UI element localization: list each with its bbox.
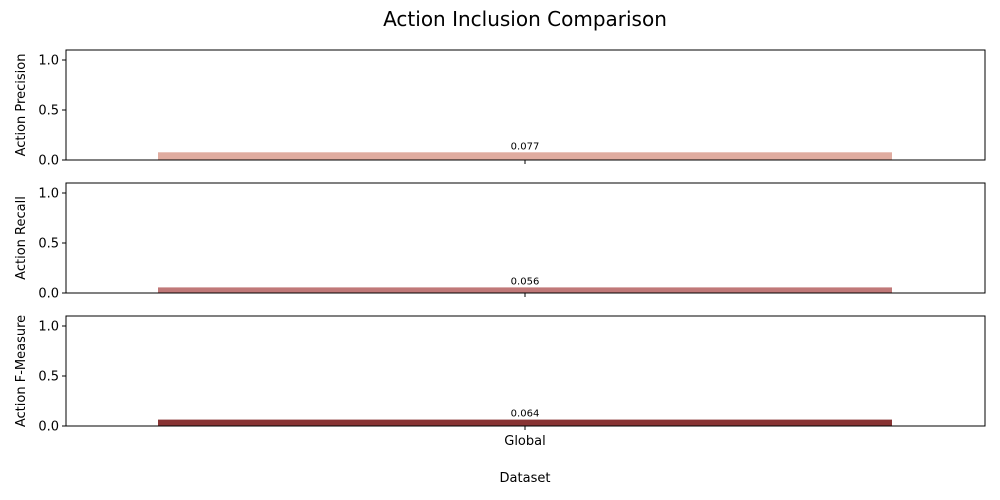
y-tick-label: 0.5 (38, 237, 59, 252)
data-label: 0.056 (511, 276, 540, 287)
subplot-3: 0.064 0.0 0.5 1.0 Global Action F-Measure (14, 315, 986, 449)
y-tick-label: 0.0 (38, 287, 59, 302)
data-label: 0.064 (511, 409, 540, 420)
chart-title: Action Inclusion Comparison (383, 7, 667, 31)
y-axis-label: Action F-Measure (14, 315, 29, 427)
y-tick-label: 1.0 (38, 187, 59, 202)
subplot-2: 0.056 0.0 0.5 1.0 Action Recall (14, 182, 986, 302)
data-label: 0.077 (511, 141, 540, 152)
y-tick-label: 1.0 (38, 320, 59, 335)
x-tick-label: Global (504, 434, 545, 449)
y-tick-label: 0.5 (38, 370, 59, 385)
y-tick-label: 0.0 (38, 420, 59, 435)
y-tick-label: 0.0 (38, 154, 59, 169)
bar (158, 419, 892, 426)
y-tick-label: 1.0 (38, 54, 59, 69)
bar (158, 152, 892, 160)
subplot-1: 0.077 0.0 0.5 1.0 Action Precision (14, 49, 986, 169)
y-axis-label: Action Recall (14, 196, 29, 280)
x-axis-label: Dataset (500, 471, 551, 486)
bar (158, 287, 892, 293)
y-axis-label: Action Precision (14, 54, 29, 157)
y-tick-label: 0.5 (38, 104, 59, 119)
